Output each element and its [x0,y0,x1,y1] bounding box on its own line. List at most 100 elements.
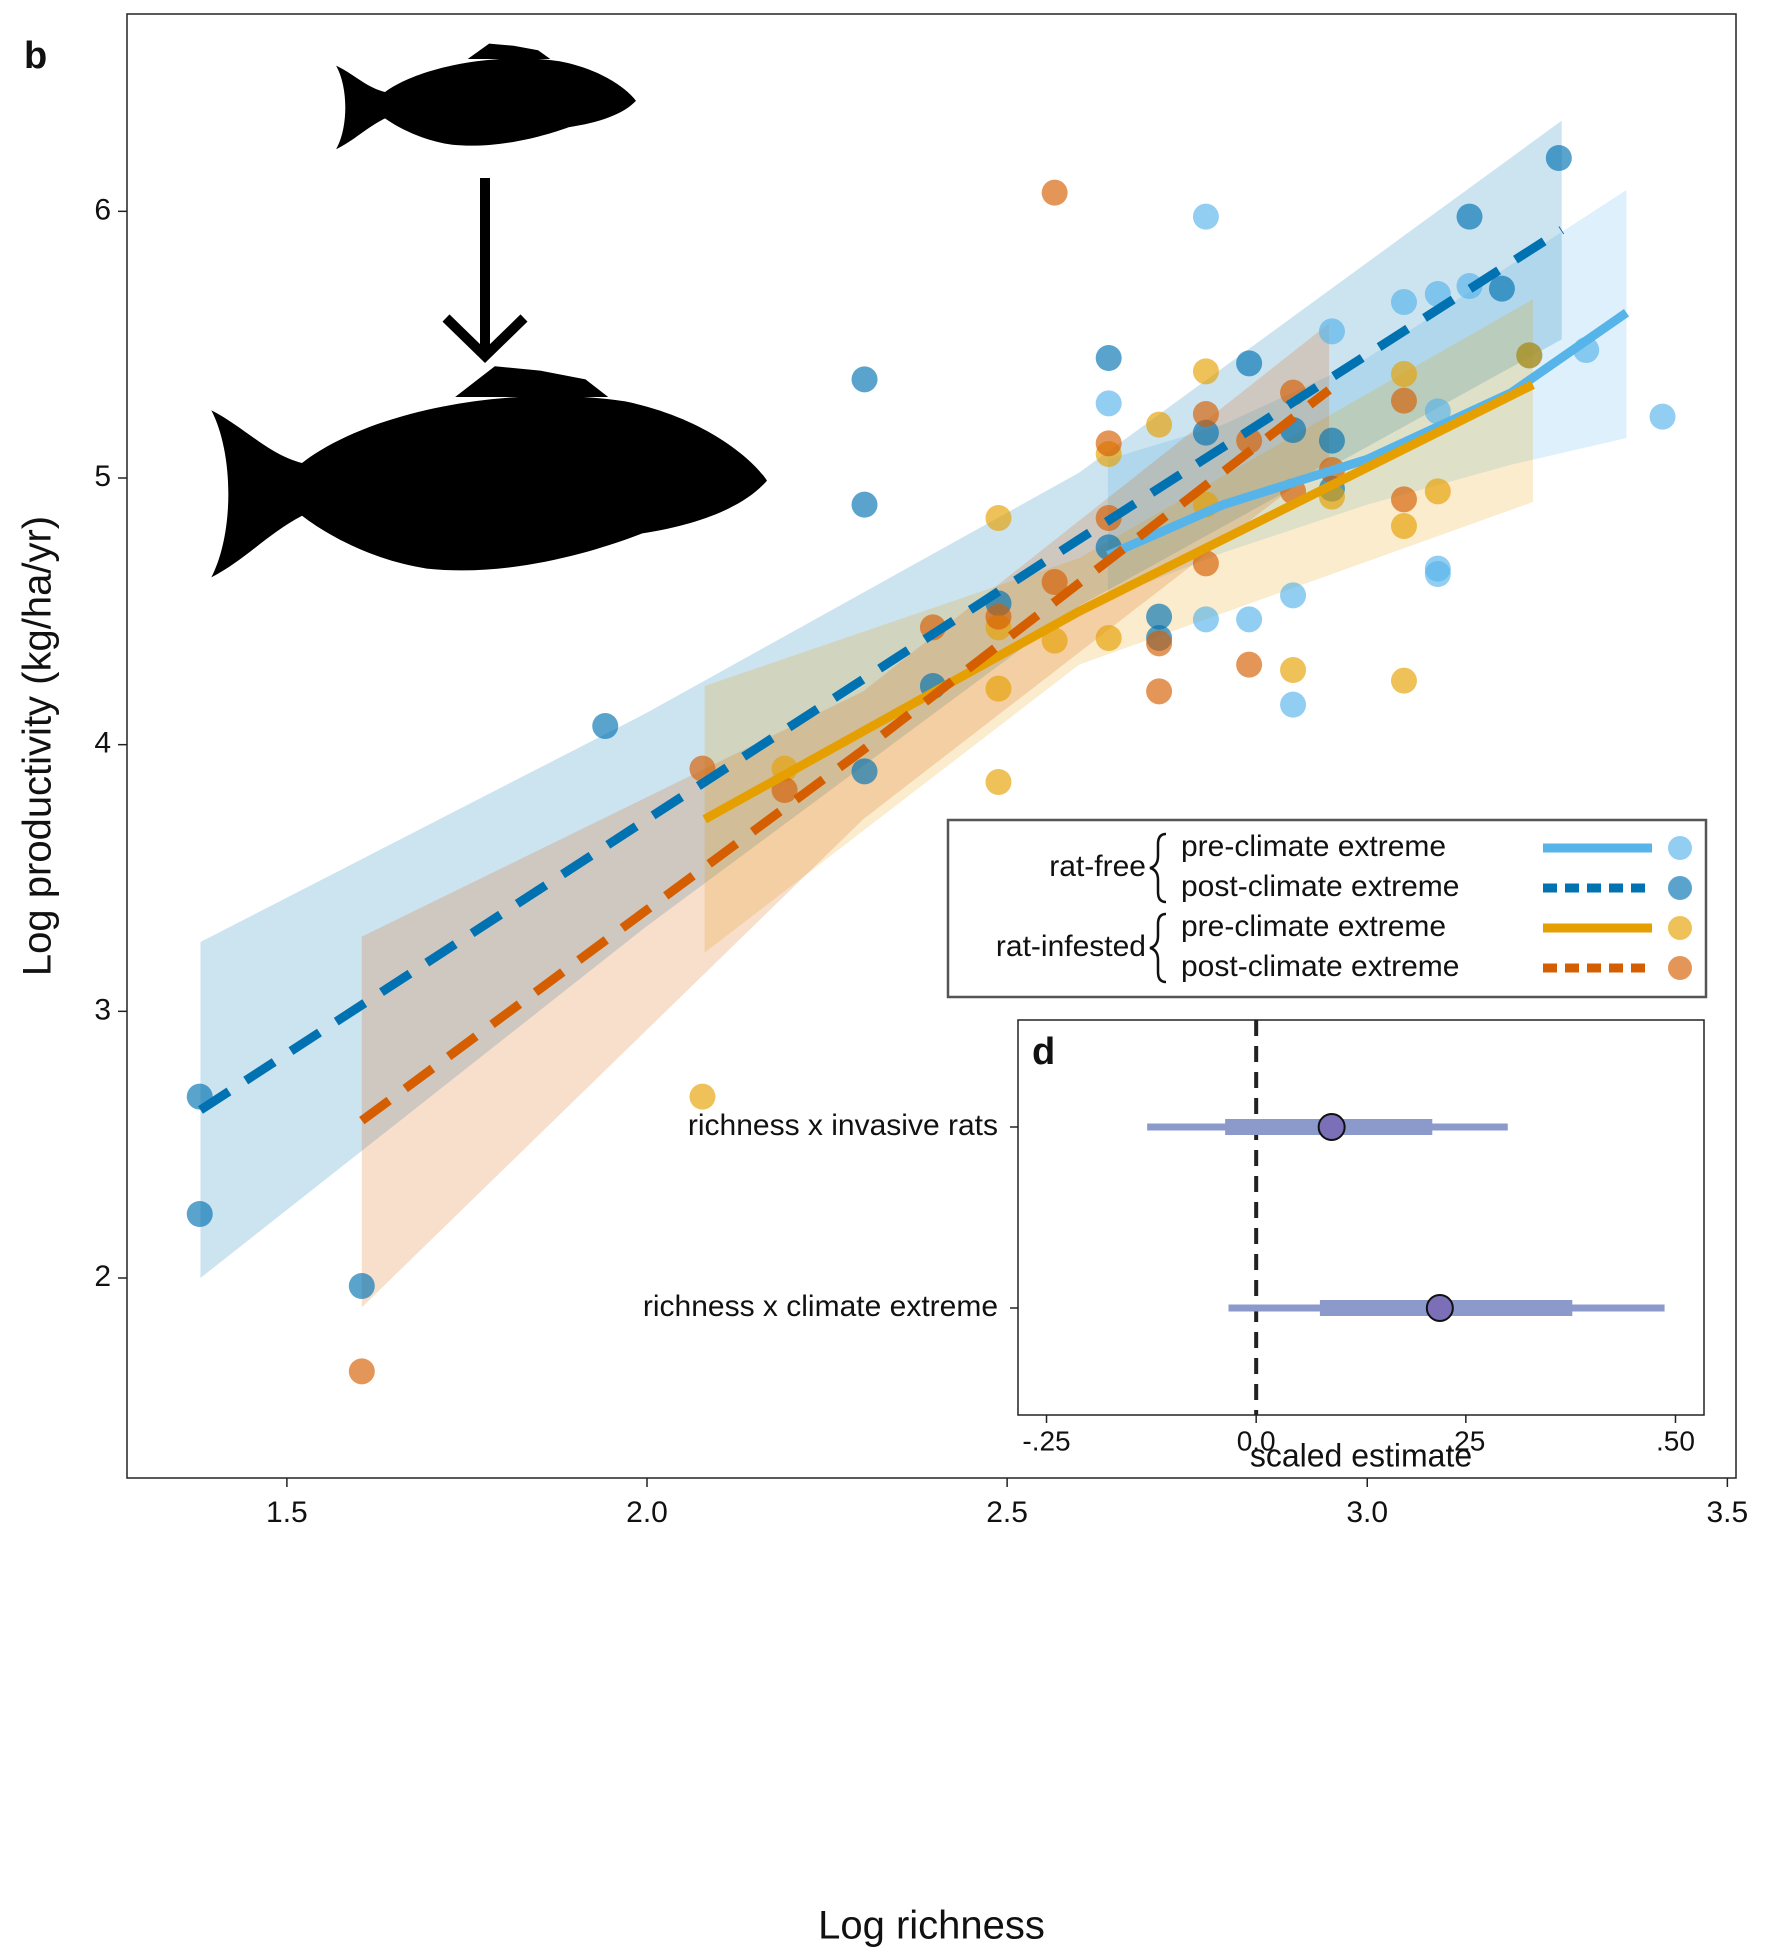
data-point [1545,145,1572,171]
x-tick-label: 0.0 [1237,1425,1276,1456]
data-point [985,603,1012,630]
data-point [1424,561,1451,587]
data-point [1280,582,1307,609]
legend-group-label: rat-free [1049,850,1146,883]
y-tick-label: 2 [94,1260,111,1293]
panel-label: d [1032,1031,1055,1073]
data-point [1424,478,1451,505]
data-point [348,1358,375,1385]
data-point [851,758,878,785]
data-point [1192,401,1219,427]
y-tick-label: 4 [94,727,111,760]
data-point [1192,550,1219,577]
y-tick-label: 5 [94,460,111,493]
data-point [1390,667,1417,694]
legend-swatch-point [1668,956,1692,980]
data-point [985,675,1012,702]
data-point [1146,630,1173,657]
data-point [1318,427,1345,454]
data-point [592,713,619,739]
legend-brace [1149,832,1167,904]
arrow-head [442,314,528,363]
data-point [1236,350,1263,377]
data-point [1095,345,1122,371]
confidence-ribbon [361,323,1330,1308]
x-tick-label: 3.5 [1706,1496,1748,1529]
estimate-point [1425,1294,1454,1322]
data-point [1236,606,1263,633]
data-point [1236,651,1263,678]
inset-frame [1017,1019,1705,1416]
data-point [1146,678,1173,705]
data-point [1041,179,1068,206]
data-point [1041,627,1068,654]
data-point [985,769,1012,795]
data-point [1280,657,1307,683]
fish-silhouette [211,366,768,578]
data-point [851,491,878,518]
data-point [1318,318,1345,345]
data-point [1192,419,1219,446]
x-tick-label: 1.5 [266,1496,308,1529]
points [186,145,1676,1385]
x-axis-title: Log richness [818,1904,1045,1948]
data-point [1424,398,1451,425]
overlay: rat-free pre-climate extreme post-climate … [643,818,1708,1473]
legend-label: post-climate extreme [1181,950,1459,983]
data-point [1649,403,1676,430]
fish-illustration [211,43,768,578]
category-label: richness x climate extreme [643,1290,998,1323]
panel-label: b [24,35,47,77]
x-tick-label: .25 [1446,1425,1485,1456]
data-point [1516,342,1543,369]
plot-frame [126,13,1737,1479]
legend-label: pre-climate extreme [1181,910,1446,943]
data-point [348,1273,375,1299]
x-tick-label: -.25 [1022,1425,1070,1456]
x-tick-label: 2.0 [626,1496,668,1529]
data-point [1192,203,1219,230]
data-point [689,1083,716,1110]
data-point [1390,361,1417,387]
data-point [1192,606,1219,633]
data-point [1192,358,1219,385]
y-tick-label: 3 [94,993,111,1026]
data-point [1095,430,1122,457]
legend-swatch-point [1668,836,1692,860]
data-point [851,366,878,393]
data-point [1456,203,1483,230]
fit-line [702,380,1535,824]
y-axis-title: Log productivity (kg/ha/yr) [16,516,60,976]
data-point [186,1201,213,1227]
legend-swatch-point [1668,916,1692,940]
fit-lines [198,226,1630,1125]
x-axis-title: scaled estimate [1250,1437,1472,1473]
legend-brace [1149,912,1167,984]
data-point [1280,691,1307,718]
fit-line [359,386,1332,1125]
legend-swatch-point [1668,876,1692,900]
legend-group-label: rat-infested [996,930,1146,963]
data-point [1095,625,1122,651]
data-point [1095,390,1122,417]
data-point [1390,289,1417,315]
data-point [1041,569,1068,595]
data-point [1488,275,1515,302]
data-point [1390,513,1417,539]
data-point [985,505,1012,531]
fish-silhouette [336,43,636,150]
x-tick-label: 2.5 [986,1496,1028,1529]
y-tick-label: 6 [94,193,111,226]
data-point [1390,387,1417,414]
estimate-point [1317,1113,1346,1141]
data-point [1146,603,1173,630]
legend-label: pre-climate extreme [1181,830,1446,863]
legend-label: post-climate extreme [1181,870,1459,903]
x-tick-label: .50 [1656,1425,1695,1456]
fit-line [1106,308,1630,560]
data-point [1390,486,1417,513]
data-point [1146,411,1173,438]
x-tick-label: 3.0 [1346,1496,1388,1529]
category-label: richness x invasive rats [688,1109,998,1142]
